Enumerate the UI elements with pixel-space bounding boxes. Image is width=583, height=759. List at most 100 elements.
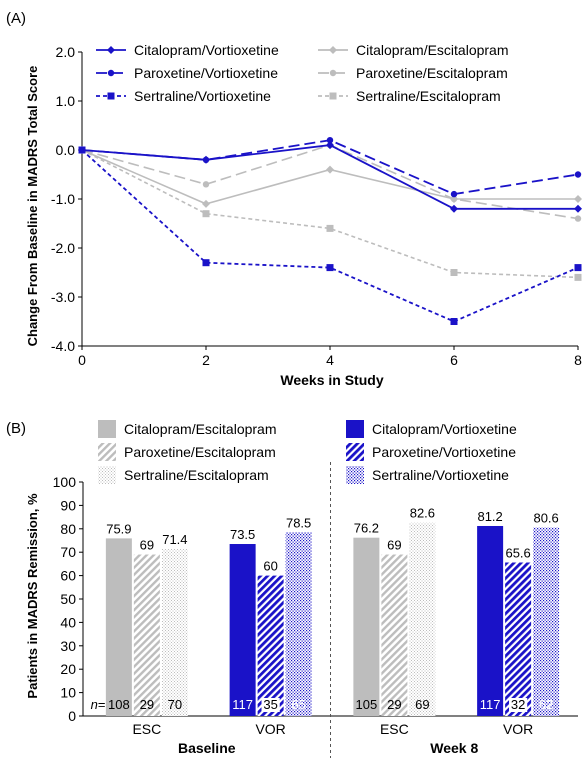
legend-entry: Paroxetine/Escitalopram	[318, 65, 508, 81]
legend-label: Citalopram/Vortioxetine	[134, 42, 279, 58]
n-count-label: 35	[263, 697, 277, 712]
panel-a-y-tick-label: 0.0	[56, 142, 76, 158]
panel-a-y-tick-label: -1.0	[51, 191, 75, 207]
bar	[105, 538, 132, 716]
data-point	[574, 273, 582, 281]
legend-marker	[107, 92, 115, 100]
n-count-label: 108	[108, 697, 130, 712]
panel-b-y-tick-label: 100	[53, 474, 77, 490]
legend-marker	[329, 46, 337, 54]
n-count-label: 69	[415, 697, 429, 712]
legend-entry: Citalopram/Vortioxetine	[346, 420, 517, 438]
group-label: VOR	[255, 721, 285, 737]
bar-value-label: 69	[140, 538, 154, 553]
panel-b-y-tick-label: 60	[60, 568, 76, 584]
legend-label: Citalopram/Escitalopram	[356, 42, 509, 58]
data-point	[450, 269, 458, 276]
legend-entry: Paroxetine/Escitalopram	[98, 443, 276, 461]
legend-entry: Paroxetine/Vortioxetine	[346, 443, 516, 461]
data-point	[326, 264, 334, 272]
legend-marker	[107, 46, 115, 54]
data-point	[78, 146, 86, 154]
data-point	[202, 181, 210, 188]
n-count-label: 32	[511, 697, 525, 712]
bar-value-label: 60	[263, 559, 277, 574]
data-point	[202, 199, 210, 208]
n-count-label: 70	[168, 697, 182, 712]
bar	[285, 532, 312, 716]
legend-marker	[107, 69, 115, 77]
legend-swatch	[346, 420, 364, 438]
bar-value-label: 73.5	[230, 527, 255, 542]
panel-a-y-tick-label: 2.0	[56, 44, 76, 60]
panel-b-y-tick-label: 40	[60, 614, 76, 630]
panel-a-legend: Citalopram/Vortioxetine Paroxetine/Vortio…	[96, 42, 509, 104]
legend-entry: Citalopram/Vortioxetine	[96, 42, 279, 58]
n-count-label: 105	[356, 697, 378, 712]
legend-swatch	[98, 443, 116, 461]
panel-a-x-tick-label: 6	[450, 352, 458, 368]
panel-b-y-tick-label: 10	[60, 685, 76, 701]
data-point	[450, 204, 458, 213]
data-point	[326, 137, 334, 144]
bar	[161, 548, 188, 716]
group-label: ESC	[132, 721, 161, 737]
panel-b-y-tick-label: 20	[60, 661, 76, 677]
panel-b-y-tick-label: 0	[68, 708, 76, 724]
legend-label: Paroxetine/Vortioxetine	[134, 65, 278, 81]
data-point	[202, 156, 210, 163]
bar-value-label: 75.9	[106, 521, 131, 536]
bar	[257, 575, 284, 716]
legend-swatch	[98, 420, 116, 438]
legend-entry: Sertraline/Escitalopram	[98, 466, 269, 484]
legend-label: Paroxetine/Escitalopram	[356, 65, 508, 81]
bar-value-label: 82.6	[410, 506, 435, 521]
n-count-label: 29	[140, 697, 154, 712]
data-point	[450, 318, 458, 325]
group-label: VOR	[503, 721, 533, 737]
panel-a-x-axis-label: Weeks in Study	[280, 372, 383, 388]
series-sertraline-vortioxetine	[78, 146, 582, 325]
bar-group-week-8-esc: 76.2 105 69 29 82.6 69	[353, 506, 436, 716]
panel-a-x-tick-label: 8	[574, 352, 582, 368]
panel-a-y-tick-label: 1.0	[56, 93, 76, 109]
bar-group-week-8-vor: 81.2 117 65.6 32 80.6 62	[477, 509, 560, 716]
panel-a-series	[78, 137, 582, 325]
panel-a-x-tick-label: 2	[202, 352, 210, 368]
bar	[505, 562, 532, 716]
legend-entry: Paroxetine/Vortioxetine	[96, 65, 278, 81]
n-count-label: 65	[291, 697, 305, 712]
panel-b-y-tick-label: 50	[60, 591, 76, 607]
data-point	[450, 195, 458, 203]
n-count-label: 117	[232, 697, 253, 712]
bar	[533, 527, 560, 716]
bar-value-label: 65.6	[505, 545, 530, 560]
data-point	[574, 195, 582, 203]
bar-value-label: 80.6	[533, 510, 558, 525]
legend-label: Citalopram/Vortioxetine	[372, 421, 517, 437]
series-citalopram-vortioxetine	[78, 141, 582, 213]
series-line-citalopram-escitalopram	[81, 149, 578, 205]
series-line-sertraline-vortioxetine	[81, 149, 579, 323]
n-count-label: 117	[480, 697, 501, 712]
panel-b-legend: Citalopram/Escitalopram Paroxetine/Escita…	[98, 420, 517, 484]
n-count-label: 62	[539, 697, 553, 712]
panel-b-y-tick-label: 30	[60, 638, 76, 654]
timepoint-label: Week 8	[430, 740, 478, 756]
group-label: ESC	[380, 721, 409, 737]
panel-a-axes: 2.0 1.0 0.0 -1.0 -2.0 -3.0 -4.00 2 4 6 8	[51, 44, 582, 368]
legend-marker	[329, 69, 337, 77]
n-prefix-label: n=	[91, 697, 106, 712]
panel-b-y-tick-label: 70	[60, 544, 76, 560]
data-point	[326, 141, 334, 150]
bar	[133, 554, 160, 716]
legend-marker	[329, 92, 337, 100]
legend-swatch	[346, 443, 364, 461]
n-label-box	[261, 698, 280, 712]
panel-a-y-tick-label: -3.0	[51, 289, 75, 305]
panel-a-x-tick-label: 4	[326, 352, 334, 368]
legend-label: Sertraline/Escitalopram	[124, 467, 269, 483]
data-point	[202, 259, 210, 267]
